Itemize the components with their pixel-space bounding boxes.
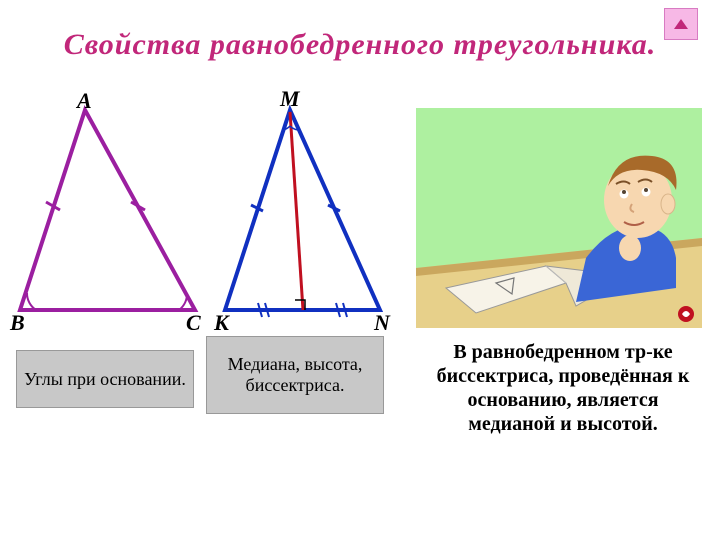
caption-base-angles-text: Углы при основании. bbox=[24, 369, 186, 390]
vertex-label-b: В bbox=[10, 310, 25, 336]
vertex-label-a: А bbox=[77, 88, 92, 114]
caption-base-angles: Углы при основании. bbox=[16, 350, 194, 408]
slide: Свойства равнобедренного треугольника. А… bbox=[0, 0, 720, 540]
page-title: Свойства равнобедренного треугольника. bbox=[0, 28, 720, 62]
vertex-label-c: С bbox=[186, 310, 201, 336]
caption-median-text: Медиана, высота, биссектриса. bbox=[207, 354, 383, 395]
vertex-label-n: N bbox=[374, 310, 390, 336]
student-illustration bbox=[416, 108, 702, 328]
caption-median: Медиана, высота, биссектриса. bbox=[206, 336, 384, 414]
theorem-text: В равнобедренном тр-ке биссектриса, пров… bbox=[426, 340, 700, 436]
vertex-label-m: М bbox=[280, 86, 300, 112]
vertex-label-k: К bbox=[214, 310, 229, 336]
